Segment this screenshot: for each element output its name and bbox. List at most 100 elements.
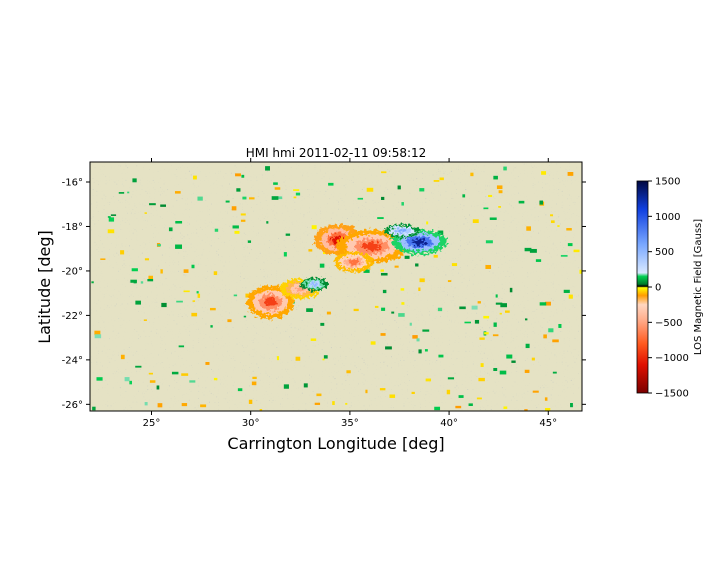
colorbar-tick-label: 500 — [655, 247, 674, 258]
negative-field-element — [234, 230, 240, 234]
positive-field-element — [409, 322, 412, 326]
y-tick-label: -24° — [62, 355, 83, 366]
positive-field-element — [529, 248, 537, 253]
positive-field-element — [135, 300, 141, 305]
colorbar-tick-label: 1500 — [655, 177, 680, 188]
negative-field-element — [200, 404, 207, 408]
positive-field-element — [91, 281, 94, 284]
positive-field-element — [419, 188, 425, 192]
positive-field-element — [273, 182, 278, 185]
negative-field-element — [310, 338, 317, 341]
x-tick-label: 30° — [242, 418, 260, 429]
negative-field-element — [144, 212, 147, 214]
x-tick-label: 25° — [143, 418, 161, 429]
negative-field-element — [472, 219, 479, 224]
negative-field-element — [544, 408, 551, 411]
x-axis: 25° 30° 35° 40° 45° — [143, 158, 557, 429]
positive-field-element — [124, 377, 130, 382]
negative-field-element — [483, 315, 490, 319]
positive-field-element — [265, 166, 270, 171]
positive-field-element — [416, 338, 420, 342]
positive-field-element — [306, 308, 313, 312]
positive-polarity-region — [383, 224, 420, 238]
negative-field-element — [308, 249, 313, 252]
negative-field-element — [526, 226, 531, 231]
positive-field-element — [437, 230, 444, 235]
negative-field-element — [524, 409, 528, 411]
negative-field-element — [426, 221, 429, 225]
positive-field-element — [96, 377, 103, 381]
positive-field-element — [401, 202, 404, 206]
colorbar-ticks: 1500 1000 500 0 −500 −1000 −1500 — [648, 177, 689, 400]
negative-field-element — [174, 191, 181, 194]
negative-field-element — [245, 293, 250, 298]
colorbar-tick-label: −1000 — [655, 353, 689, 364]
positive-field-element — [398, 313, 405, 317]
field-contour — [362, 242, 381, 251]
positive-field-element — [303, 383, 308, 388]
positive-field-element — [424, 349, 428, 352]
positive-field-element — [328, 182, 334, 186]
negative-field-element — [573, 249, 580, 253]
positive-field-element — [500, 303, 508, 308]
negative-field-element — [400, 288, 405, 291]
positive-field-element — [147, 278, 154, 282]
negative-field-element — [240, 219, 246, 222]
negative-field-element — [148, 275, 154, 280]
negative-field-element — [143, 319, 147, 321]
colorbar-bar — [636, 180, 649, 394]
negative-field-element — [251, 381, 257, 386]
positive-field-element — [447, 377, 455, 380]
positive-field-element — [493, 322, 497, 327]
positive-field-element — [197, 196, 203, 201]
y-tick-label: -22° — [62, 311, 83, 322]
positive-field-element — [131, 268, 138, 272]
negative-field-element — [498, 206, 502, 208]
negative-field-element — [346, 370, 351, 374]
negative-field-element — [411, 391, 415, 395]
negative-field-element — [144, 258, 150, 261]
negative-field-element — [380, 333, 386, 336]
negative-field-element — [148, 372, 153, 375]
negative-field-element — [480, 363, 484, 368]
positive-field-element — [278, 196, 283, 200]
positive-field-element — [127, 191, 130, 194]
positive-field-element — [242, 196, 247, 200]
positive-field-element — [233, 294, 238, 297]
positive-field-element — [548, 328, 554, 333]
positive-field-element — [225, 200, 230, 203]
positive-field-element — [107, 216, 111, 218]
negative-field-element — [524, 369, 530, 373]
colorbar-tick-label: 0 — [655, 283, 661, 294]
positive-field-element — [493, 175, 498, 180]
negative-field-element — [451, 263, 458, 267]
positive-field-element — [499, 370, 507, 375]
negative-field-element — [120, 354, 125, 360]
negative-field-element — [94, 330, 101, 336]
negative-field-element — [183, 269, 189, 273]
negative-field-element — [191, 312, 198, 317]
positive-field-element — [539, 302, 547, 306]
positive-field-element — [489, 217, 497, 220]
positive-field-element — [485, 240, 493, 244]
positive-field-element — [563, 289, 570, 293]
positive-field-element — [511, 360, 516, 363]
negative-field-element — [157, 403, 163, 408]
positive-field-element — [363, 269, 370, 273]
colorbar-tick-label: −500 — [655, 318, 682, 329]
negative-field-element — [181, 373, 189, 376]
positive-field-element — [381, 196, 385, 200]
negative-field-element — [259, 409, 263, 411]
field-contour — [264, 297, 277, 307]
negative-field-element — [181, 403, 188, 407]
positive-field-element — [560, 254, 568, 257]
positive-field-element — [196, 291, 199, 294]
negative-field-element — [248, 399, 253, 404]
negative-field-element — [160, 269, 163, 274]
positive-field-element — [94, 334, 102, 339]
negative-field-element — [412, 335, 418, 339]
positive-field-element — [232, 225, 239, 229]
active-region-patches — [246, 224, 448, 319]
x-tick-label: 40° — [440, 418, 458, 429]
